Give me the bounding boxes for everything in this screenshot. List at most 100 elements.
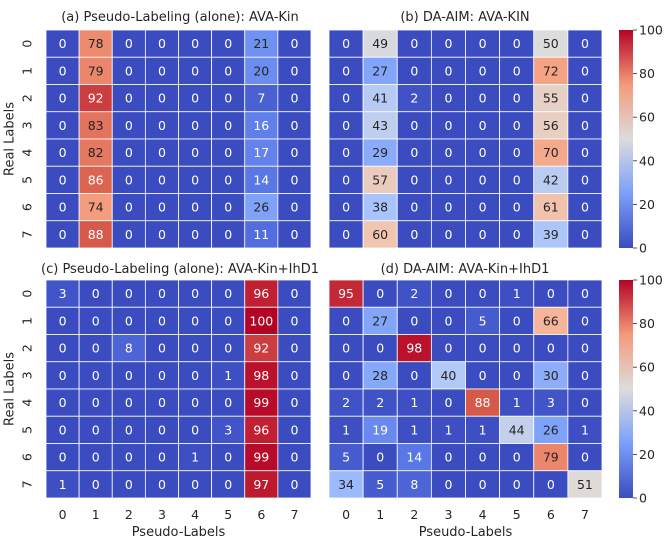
x-tick-label: 1 <box>92 507 100 522</box>
cell-value: 0 <box>581 313 589 328</box>
cell-value: 7 <box>257 91 265 106</box>
heatmap-cell <box>328 443 364 472</box>
cell-value: 0 <box>581 63 589 78</box>
cell-value: 92 <box>253 341 269 356</box>
heatmap-cell <box>178 415 213 444</box>
cell-value: 42 <box>543 172 559 187</box>
heatmap-cell <box>567 220 603 249</box>
cell-value: 0 <box>224 145 232 160</box>
colorbar-tick-label: 100 <box>639 23 663 38</box>
x-tick-label: 3 <box>444 507 452 522</box>
cell-value: 0 <box>290 422 298 437</box>
cell-value: 0 <box>513 313 521 328</box>
cell-value: 2 <box>376 395 384 410</box>
cell-value: 0 <box>290 341 298 356</box>
cell-value: 44 <box>509 422 525 437</box>
heatmap-cell <box>211 470 246 499</box>
heatmap-cell <box>45 388 80 417</box>
heatmap-cell <box>244 388 279 417</box>
cell-value: 0 <box>410 36 418 51</box>
cell-value: 0 <box>581 118 589 133</box>
cell-value: 0 <box>92 450 100 465</box>
heatmap-cell <box>111 29 146 58</box>
heatmap-cell <box>277 443 312 472</box>
cell-value: 0 <box>125 286 133 301</box>
cell-value: 0 <box>224 200 232 215</box>
cell-value: 5 <box>479 313 487 328</box>
cell-value: 0 <box>444 227 452 242</box>
heatmap-cell <box>396 29 432 58</box>
cell-value: 0 <box>410 63 418 78</box>
heatmap-cell <box>396 361 432 390</box>
heatmap-cell <box>362 470 398 499</box>
cell-value: 8 <box>125 341 133 356</box>
colorbar-tick-label: 80 <box>639 66 655 81</box>
heatmap-cell <box>78 443 113 472</box>
cell-value: 0 <box>513 36 521 51</box>
cell-value: 0 <box>158 118 166 133</box>
cell-value: 0 <box>581 395 589 410</box>
cell-value: 0 <box>342 172 350 187</box>
cell-value: 0 <box>92 477 100 492</box>
heatmap-cell <box>111 193 146 222</box>
cell-value: 0 <box>290 200 298 215</box>
heatmap-cell <box>244 279 279 308</box>
heatmap-cell <box>78 220 113 249</box>
cell-value: 0 <box>342 91 350 106</box>
cell-value: 27 <box>372 63 388 78</box>
heatmap-cell <box>430 220 466 249</box>
cell-value: 0 <box>125 200 133 215</box>
heatmap-cell <box>277 279 312 308</box>
heatmap-cell <box>362 193 398 222</box>
cell-value: 1 <box>444 422 452 437</box>
heatmap-cell <box>430 361 466 390</box>
cell-value: 0 <box>479 172 487 187</box>
cell-value: 34 <box>338 477 354 492</box>
cell-value: 0 <box>191 286 199 301</box>
heatmap-cell <box>396 138 432 167</box>
heatmap-cell <box>111 279 146 308</box>
heatmap-cell <box>78 470 113 499</box>
heatmap-cell <box>328 84 364 113</box>
cell-value: 0 <box>191 145 199 160</box>
heatmap-cell <box>499 138 535 167</box>
cell-value: 0 <box>581 227 589 242</box>
y-axis-title: Real Labels <box>3 352 18 426</box>
cell-value: 1 <box>513 286 521 301</box>
heatmap-cell <box>567 29 603 58</box>
cell-value: 56 <box>543 118 559 133</box>
heatmap-cell <box>277 84 312 113</box>
x-tick-label: 4 <box>479 507 487 522</box>
cell-value: 0 <box>513 450 521 465</box>
y-tick-label: 7 <box>20 230 35 238</box>
cell-value: 0 <box>191 91 199 106</box>
cell-value: 19 <box>372 422 388 437</box>
x-tick-label: 7 <box>581 507 589 522</box>
x-tick-label: 7 <box>290 507 298 522</box>
heatmap-cell <box>277 470 312 499</box>
cell-value: 0 <box>125 36 133 51</box>
heatmap-cell <box>244 334 279 363</box>
cell-value: 0 <box>513 368 521 383</box>
heatmap-cell <box>465 361 501 390</box>
heatmap-cell <box>533 165 569 194</box>
x-axis-title: Pseudo-Labels <box>132 525 226 539</box>
cell-value: 60 <box>372 227 388 242</box>
cell-value: 86 <box>88 172 104 187</box>
heatmap-cell <box>178 388 213 417</box>
cell-value: 57 <box>372 172 388 187</box>
cell-value: 0 <box>581 200 589 215</box>
cell-value: 82 <box>88 145 104 160</box>
heatmap-cell <box>499 306 535 335</box>
cell-value: 0 <box>376 286 384 301</box>
panel-title: (a) Pseudo-Labeling (alone): AVA-Kin <box>61 10 299 25</box>
heatmap-cell <box>45 279 80 308</box>
cell-value: 0 <box>479 227 487 242</box>
cell-value: 0 <box>444 172 452 187</box>
heatmap-cell <box>567 306 603 335</box>
cell-value: 0 <box>59 63 67 78</box>
cell-value: 0 <box>342 227 350 242</box>
cell-value: 0 <box>290 91 298 106</box>
heatmap-cell <box>244 56 279 85</box>
heatmap-cell <box>567 415 603 444</box>
